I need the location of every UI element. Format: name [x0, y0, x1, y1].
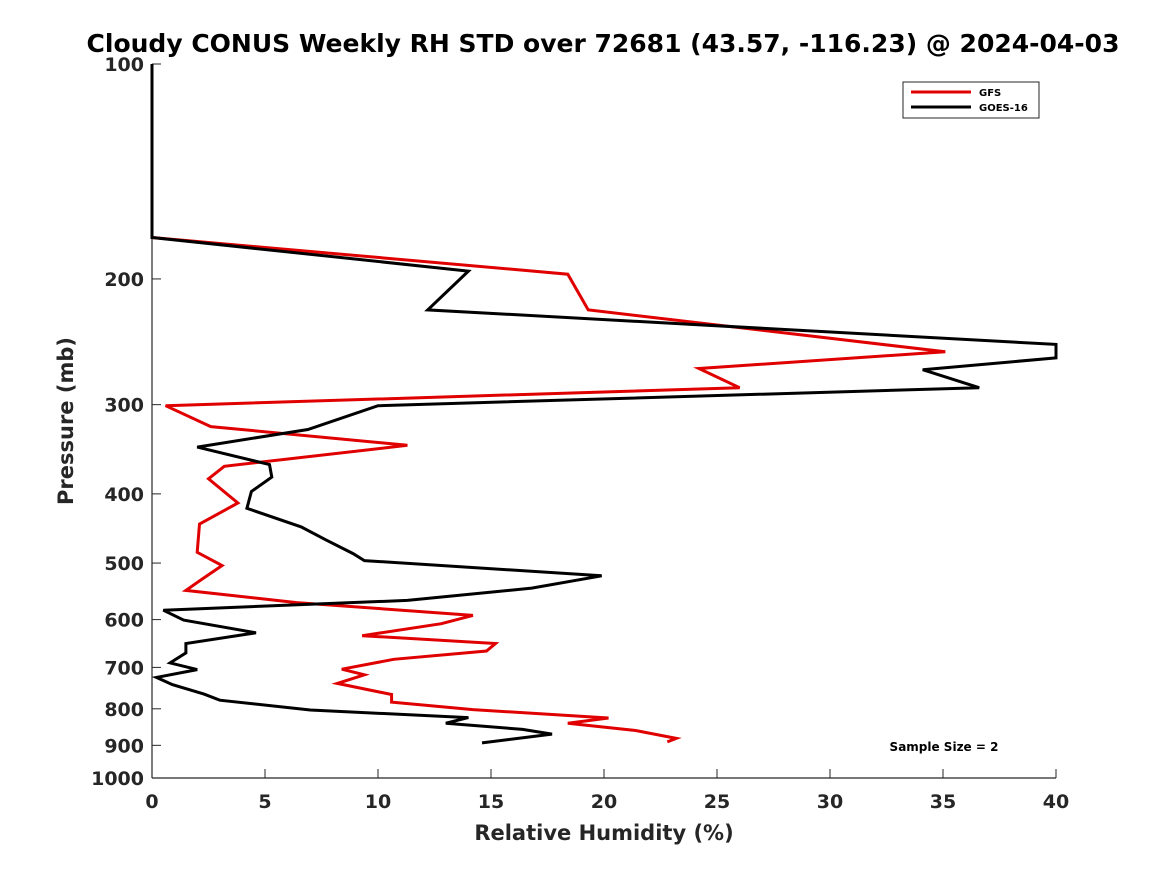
y-tick-label: 400: [104, 484, 144, 506]
y-tick-label: 600: [104, 610, 144, 632]
y-tick-label: 200: [104, 269, 144, 291]
y-tick-label: 800: [104, 699, 144, 721]
x-tick-label: 10: [365, 791, 391, 813]
chart-title: Cloudy CONUS Weekly RH STD over 72681 (4…: [87, 29, 1120, 58]
y-tick-label: 900: [104, 735, 144, 757]
y-tick-label: 1000: [91, 768, 144, 790]
x-tick-label: 5: [258, 791, 271, 813]
x-tick-label: 25: [704, 791, 730, 813]
axes: 0 5 10 15 20 25 30 35 40 100 200 300 400 500 600 700 800…: [91, 54, 1069, 813]
legend-box: [902, 81, 1040, 119]
y-tick-label: 700: [104, 657, 144, 679]
legend-label-goes-16: GOES-16: [979, 103, 1028, 114]
series-line-goes-16: [150, 64, 1058, 745]
x-tick-label: 15: [478, 791, 504, 813]
y-tick-label: 100: [104, 54, 144, 76]
x-tick-label: 0: [145, 791, 158, 813]
legend: GFS GOES-16: [902, 81, 1040, 119]
sample-size-annotation: Sample Size = 2: [890, 740, 999, 754]
y-axis-label: Pressure (mb): [54, 337, 78, 505]
x-tick-label: 35: [930, 791, 956, 813]
x-tick-label: 30: [817, 791, 843, 813]
series-lines: [150, 64, 1058, 745]
legend-label-gfs: GFS: [979, 88, 1001, 99]
y-tick-label: 300: [104, 395, 144, 417]
x-axis-label: Relative Humidity (%): [474, 821, 733, 845]
x-tick-label: 20: [591, 791, 617, 813]
series-line-gfs: [150, 64, 946, 744]
y-tick-label: 500: [104, 553, 144, 575]
x-tick-label: 40: [1043, 791, 1069, 813]
